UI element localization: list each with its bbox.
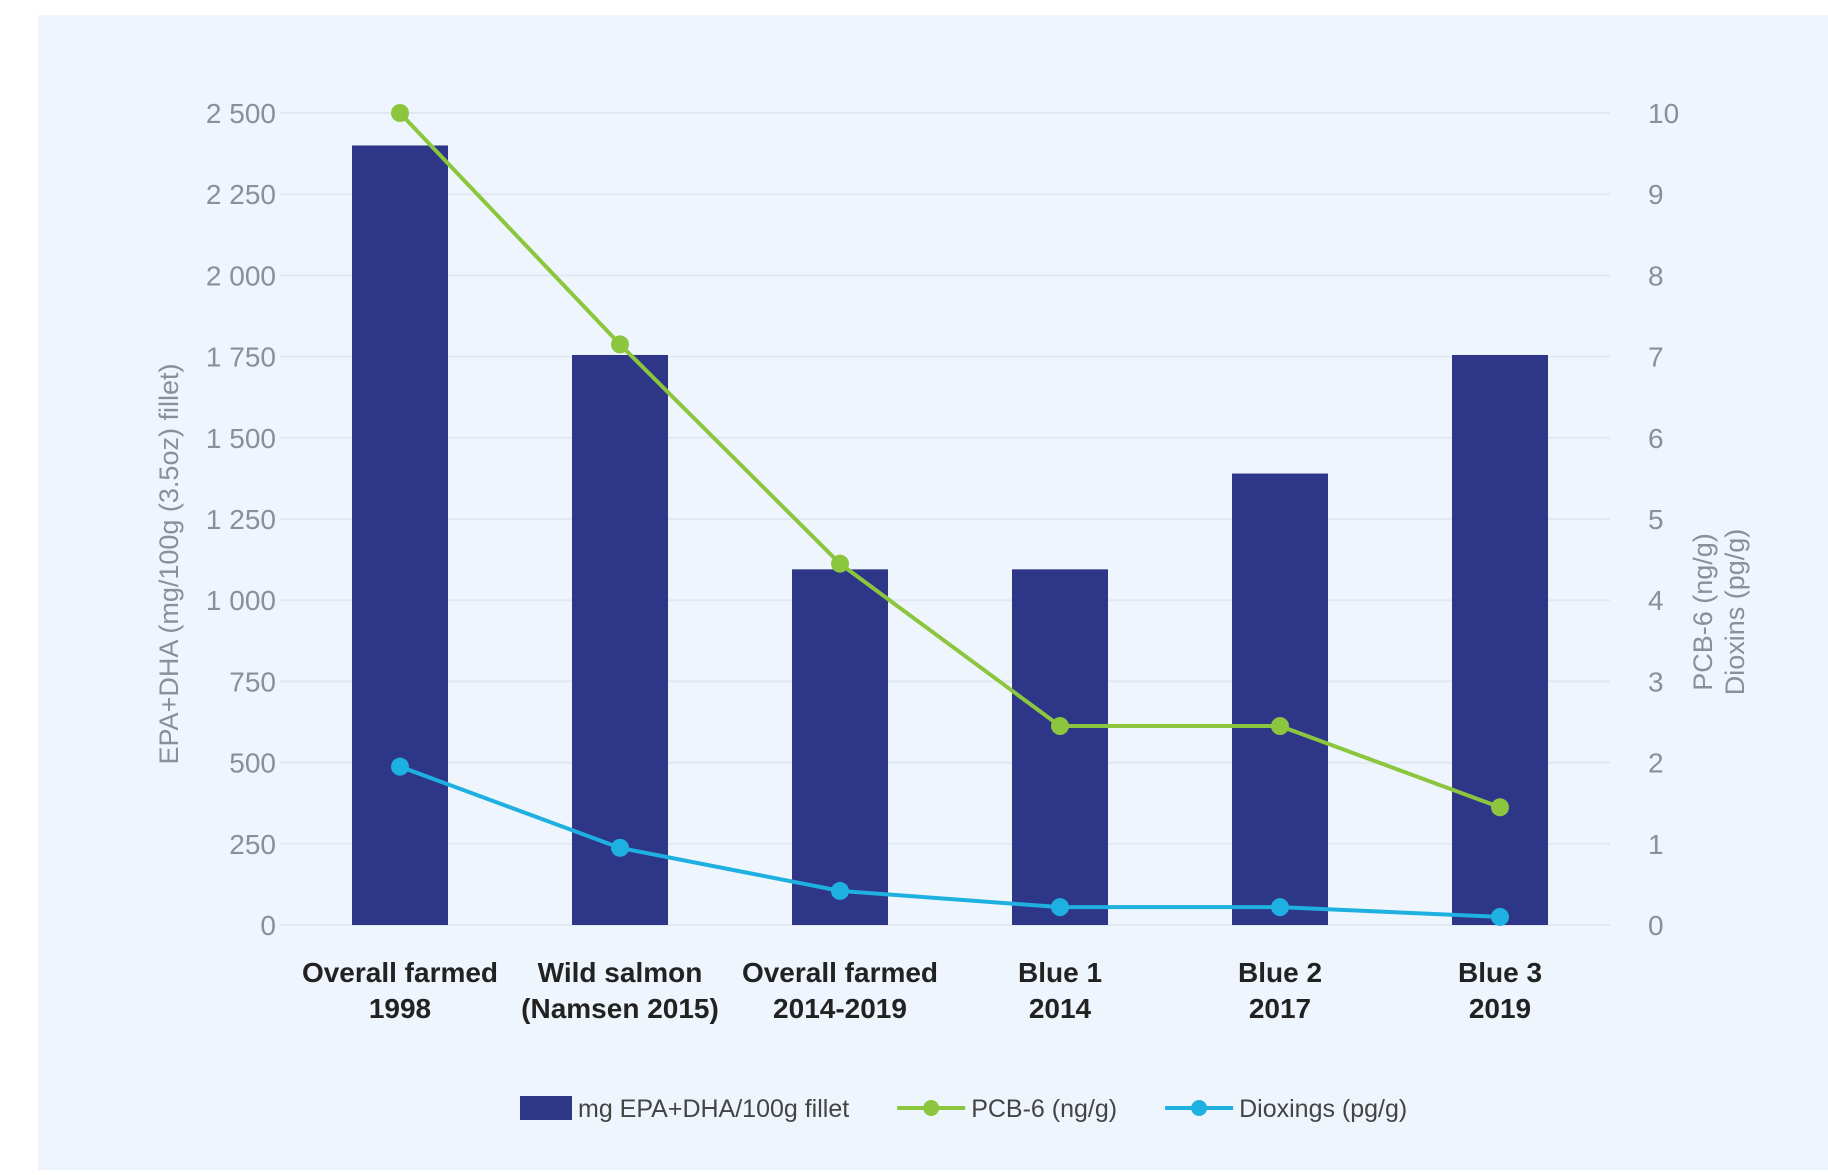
right-tick-label: 5 xyxy=(1648,504,1664,535)
bar xyxy=(1452,354,1548,925)
left-tick-label: 1 000 xyxy=(206,585,276,616)
right-tick-label: 10 xyxy=(1648,98,1679,129)
gridlines xyxy=(280,112,1610,926)
right-tick-label: 1 xyxy=(1648,829,1664,860)
category-label: Blue 3 2019 xyxy=(1458,957,1542,1024)
bars-layer xyxy=(352,145,1548,926)
category-label: Overall farmed 2014-2019 xyxy=(742,957,938,1024)
left-tick-label: 2 250 xyxy=(206,179,276,210)
data-point xyxy=(1271,717,1289,736)
chart-background xyxy=(38,15,1828,1170)
series-line xyxy=(398,111,1501,810)
data-point xyxy=(1491,798,1509,817)
left-tick-label: 2 500 xyxy=(206,98,276,129)
bar xyxy=(1012,569,1108,925)
bar xyxy=(572,354,668,925)
data-point xyxy=(1491,907,1509,926)
category-label-line: 2014 xyxy=(1029,993,1092,1024)
data-point xyxy=(611,335,629,354)
series-line xyxy=(399,764,1501,919)
data-point xyxy=(391,104,409,122)
category-label: Wild salmon (Namsen 2015) xyxy=(521,957,719,1024)
right-axis-title: Dioxins (pg/g) xyxy=(1720,529,1750,696)
left-tick-label: 500 xyxy=(229,748,276,779)
category-label-line: 2019 xyxy=(1469,993,1531,1024)
legend-swatch xyxy=(520,1096,572,1120)
category-label-line: Blue 1 xyxy=(1018,957,1102,988)
left-tick-label: 0 xyxy=(260,910,276,941)
category-label-line: Blue 2 xyxy=(1238,957,1322,988)
left-tick-label: 1 500 xyxy=(206,423,276,454)
right-tick-label: 9 xyxy=(1648,179,1664,210)
lines-layer xyxy=(391,104,1509,926)
right-tick-label: 8 xyxy=(1648,260,1664,291)
data-point xyxy=(1271,898,1289,917)
data-point xyxy=(391,757,409,776)
category-label-line: Wild salmon xyxy=(538,957,703,988)
legend-marker xyxy=(1191,1100,1208,1116)
category-label-line: 2017 xyxy=(1249,993,1311,1024)
left-tick-label: 2 000 xyxy=(206,260,276,291)
right-axis-title: PCB-6 (ng/g) xyxy=(1688,533,1718,691)
right-tick-label: 3 xyxy=(1648,666,1664,697)
left-tick-label: 250 xyxy=(229,829,276,860)
axis-titles: EPA+DHA (mg/100g (3.5oz) fillet) PCB-6 (n… xyxy=(154,364,1750,765)
category-label: Blue 1 2014 xyxy=(1018,957,1102,1024)
left-tick-label: 1 250 xyxy=(206,504,276,535)
category-label-line: 1998 xyxy=(369,993,431,1024)
category-label: Overall farmed 1998 xyxy=(302,957,498,1024)
bar xyxy=(792,569,888,925)
data-point xyxy=(831,554,849,573)
legend: mg EPA+DHA/100g fillet PCB-6 (ng/g) Dioxin… xyxy=(520,1095,1407,1123)
right-tick-label: 7 xyxy=(1648,342,1664,373)
category-label-line: (Namsen 2015) xyxy=(521,993,719,1024)
left-axis-title: EPA+DHA (mg/100g (3.5oz) fillet) xyxy=(154,364,184,765)
legend-label: Dioxings (pg/g) xyxy=(1239,1095,1407,1123)
category-label-line: 2014-2019 xyxy=(773,993,907,1024)
category-label: Blue 2 2017 xyxy=(1238,957,1322,1024)
data-point xyxy=(1051,898,1069,917)
legend-label: mg EPA+DHA/100g fillet xyxy=(578,1095,849,1123)
legend-label: PCB-6 (ng/g) xyxy=(971,1095,1117,1123)
data-point xyxy=(611,838,629,857)
right-tick-label: 2 xyxy=(1648,748,1664,779)
category-label-line: Overall farmed xyxy=(302,957,498,988)
left-tick-label: 750 xyxy=(229,666,276,697)
category-labels: Overall farmed 1998 Wild salmon (Namsen 201… xyxy=(302,957,1542,1024)
category-label-line: Blue 3 xyxy=(1458,957,1542,988)
left-tick-label: 1 750 xyxy=(206,342,276,373)
right-tick-label: 0 xyxy=(1648,910,1664,941)
left-axis-ticks: 0 250 500 750 1 000 1 250 1 500 1 750 2 000 2 250… xyxy=(206,98,276,941)
category-label-line: Overall farmed xyxy=(742,957,938,988)
bar xyxy=(1232,473,1328,925)
bar xyxy=(352,145,448,926)
data-point xyxy=(831,881,849,900)
right-tick-label: 6 xyxy=(1648,423,1664,454)
legend-marker xyxy=(923,1100,940,1116)
right-axis-ticks: 0 1 2 3 4 5 6 7 8 9 10 xyxy=(1648,98,1679,941)
data-point xyxy=(1051,717,1069,736)
right-tick-label: 4 xyxy=(1648,585,1664,616)
